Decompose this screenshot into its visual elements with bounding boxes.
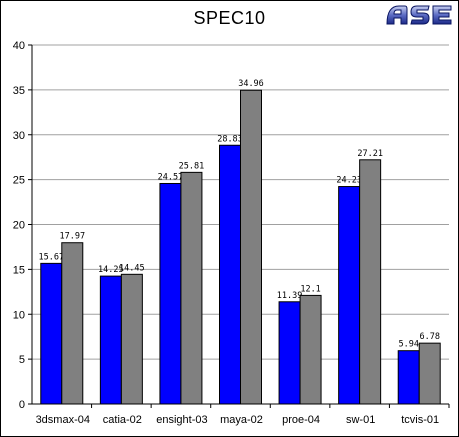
data-label: 24.57 (158, 172, 184, 182)
y-tick-label: 0 (19, 399, 25, 411)
bar-series-2 (418, 342, 441, 405)
bar-series-2 (299, 294, 322, 405)
data-label: 14.25 (98, 265, 124, 275)
y-tick-label: 15 (13, 264, 25, 276)
data-label: 25.81 (179, 161, 205, 171)
y-tick-label: 20 (13, 220, 25, 232)
bar-series-1 (219, 144, 241, 405)
y-tick-label: 30 (13, 130, 25, 142)
data-label: 28.83 (217, 134, 243, 144)
y-tick-label: 10 (13, 309, 25, 321)
y-tick-label: 5 (19, 354, 25, 366)
bar-series-1 (397, 350, 420, 405)
ase-logo (386, 5, 452, 25)
data-label: 14.45 (119, 263, 145, 273)
data-label: 5.94 (398, 340, 418, 350)
y-tick-label: 35 (13, 85, 25, 97)
bar-series-1 (338, 186, 361, 405)
bar-series-2 (240, 89, 262, 405)
bar-series-1 (278, 301, 301, 405)
y-tick-label: 25 (13, 175, 25, 187)
data-label: 17.97 (59, 232, 85, 242)
bar-series-1 (40, 262, 63, 405)
data-label: 11.39 (277, 291, 303, 301)
x-tick-label: maya-02 (220, 414, 263, 426)
data-label: 24.23 (336, 176, 362, 186)
bar-series-1 (99, 275, 122, 405)
x-tick-label: sw-01 (346, 414, 375, 426)
bar-series-2 (359, 159, 382, 405)
data-label: 6.78 (419, 332, 439, 342)
data-label: 12.1 (300, 284, 320, 294)
x-tick-label: tcvis-01 (401, 414, 439, 426)
data-label: 15.67 (38, 252, 64, 262)
bar-series-2 (120, 273, 143, 405)
data-label: 27.21 (357, 149, 383, 159)
chart-title: SPEC10 (193, 8, 266, 28)
data-label: 34.96 (238, 79, 264, 89)
bar-series-2 (180, 171, 203, 405)
x-tick-label: ensight-03 (156, 414, 207, 426)
y-tick-label: 40 (13, 40, 25, 52)
x-tick-label: proe-04 (282, 414, 320, 426)
bar-series-2 (61, 242, 84, 405)
x-tick-label: 3dsmax-04 (36, 414, 90, 426)
bar-series-1 (159, 182, 182, 405)
x-tick-label: catia-02 (103, 414, 142, 426)
